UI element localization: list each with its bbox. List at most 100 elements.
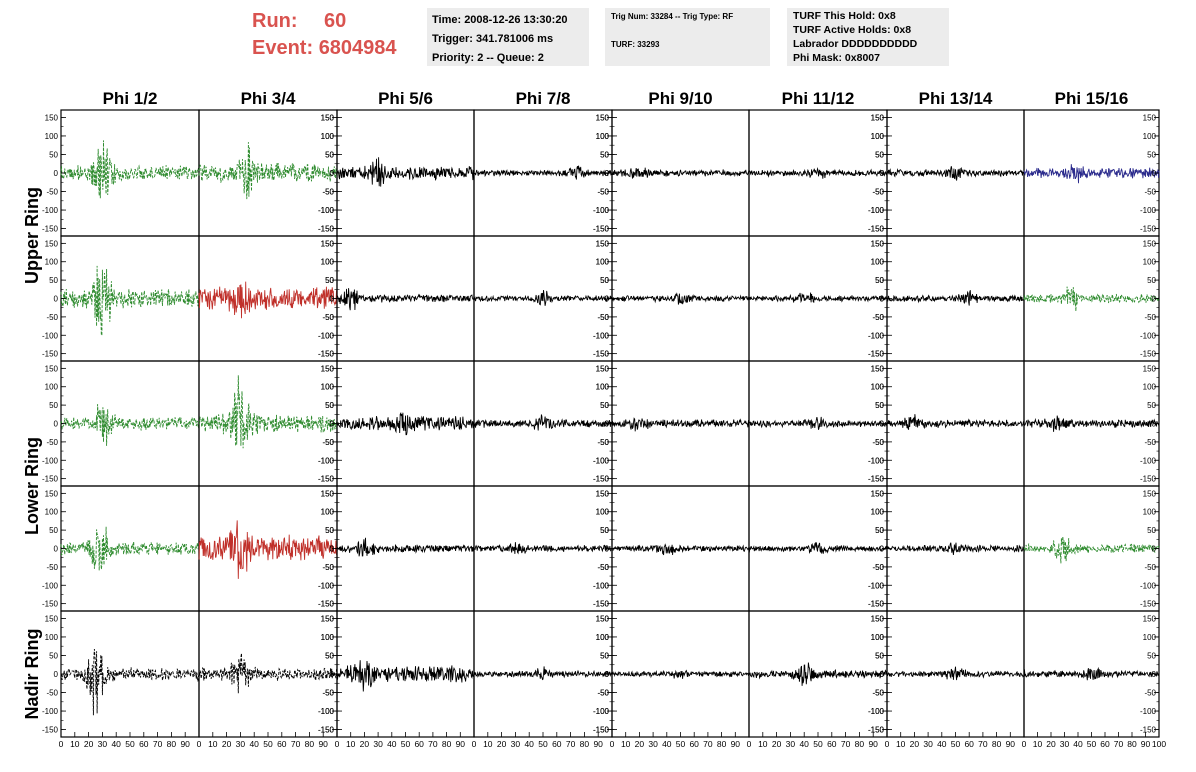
y-tick-label: 150 [871,614,885,623]
waveform-trace [336,157,474,187]
y-tick-label: 50 [325,651,334,660]
panel-frame [1023,235,1160,362]
y-tick-label: 150 [45,614,59,623]
column-header: Phi 15/16 [1055,89,1129,108]
x-tick-label: 30 [786,739,796,749]
y-tick-label: 100 [596,383,610,392]
y-tick-label: 50 [600,150,609,159]
row-label: Nadir Ring [22,628,42,719]
y-tick-label: 100 [321,383,335,392]
waveform-trace [336,660,475,692]
y-tick-label: 50 [600,401,609,410]
y-tick-label: 150 [596,239,610,248]
y-tick-label: 50 [600,651,609,660]
y-tick-label: -50 [597,689,609,698]
y-tick-label: 0 [330,295,335,304]
y-tick-label: -100 [42,456,59,465]
y-tick-label: -100 [593,331,610,340]
y-tick-label: -50 [322,563,334,572]
y-tick-label: 100 [871,508,885,517]
y-tick-label: 100 [596,258,610,267]
x-tick-label: 40 [387,739,397,749]
y-tick-label: -100 [42,707,59,716]
y-tick-label: -100 [1140,581,1157,590]
waveform-trace [611,543,750,556]
x-tick-label: 20 [222,739,232,749]
waveform-trace [473,666,613,681]
y-tick-label: 100 [871,508,885,517]
y-tick-label: -50 [1144,188,1156,197]
y-tick-label: 150 [1143,614,1157,623]
y-tick-label: 0 [330,420,335,429]
x-tick-label: 70 [153,739,163,749]
y-tick-label: 150 [871,113,885,122]
run-event-box: Run: 60 Event: 6804984 [252,8,422,64]
y-tick-label: 50 [875,651,884,660]
y-tick-label: 150 [45,239,59,248]
y-tick-label: -50 [1144,563,1156,572]
y-tick-label: 150 [871,113,885,122]
waveform-trace [611,417,750,432]
y-tick-label: -150 [593,600,610,609]
y-tick-label: 150 [321,239,335,248]
y-tick-label: 100 [596,132,610,141]
y-tick-label: -100 [318,581,335,590]
panel-frame [60,485,200,612]
waveform-trace [198,142,338,200]
y-tick-label: 50 [875,276,884,285]
y-tick-label: -100 [1140,206,1157,215]
y-tick-label: -50 [597,438,609,447]
x-tick-label: 90 [593,739,603,749]
x-tick-label: 60 [827,739,837,749]
y-tick-label: 50 [325,401,334,410]
trig-num-text: Trig Num: 33284 -- Trig Type: RF [611,12,734,21]
x-tick-label: 40 [524,739,534,749]
y-tick-label: 150 [1143,489,1157,498]
x-tick-label: 10 [1033,739,1043,749]
waveform-trace [886,414,1025,430]
event-value: 6804984 [318,37,397,59]
y-tick-label: -100 [868,206,885,215]
x-tick-label: 0 [59,739,64,749]
y-tick-label: -150 [318,726,335,735]
y-tick-label: -50 [597,313,609,322]
y-tick-label: -150 [42,600,59,609]
y-tick-label: 150 [321,489,335,498]
y-tick-label: 0 [605,670,610,679]
y-tick-label: 0 [330,169,335,178]
x-tick-label: 30 [511,739,521,749]
y-tick-label: 100 [321,633,335,642]
y-tick-label: 50 [600,526,609,535]
y-tick-label: 50 [49,276,58,285]
y-tick-label: 150 [1143,239,1157,248]
x-tick-label: 40 [1073,739,1083,749]
y-tick-label: -50 [872,689,884,698]
y-tick-label: 50 [1147,276,1156,285]
y-tick-label: -100 [868,707,885,716]
y-tick-label: -150 [593,350,610,359]
waveform-trace [1023,415,1160,432]
y-tick-label: 0 [330,295,335,304]
x-tick-label: 80 [167,739,177,749]
turf-active-holds-text: TURF Active Holds: 0x8 [793,24,912,36]
y-tick-label: -100 [868,331,885,340]
column-header: Phi 3/4 [241,89,296,108]
y-tick-label: 100 [321,132,335,141]
y-tick-label: -150 [318,475,335,484]
waveform-trace [336,288,475,311]
y-tick-label: 100 [1143,383,1157,392]
x-tick-label: 10 [621,739,631,749]
y-tick-label: -50 [46,689,58,698]
y-tick-label: 0 [330,545,335,554]
x-tick-label: 10 [346,739,356,749]
y-tick-label: 100 [871,633,885,642]
waveform-trace [886,666,1025,681]
column-header: Phi 7/8 [516,89,571,108]
x-tick-label: 60 [139,739,149,749]
y-tick-label: -150 [868,600,885,609]
y-tick-label: -50 [872,313,884,322]
y-tick-label: -50 [46,313,58,322]
y-tick-label: 100 [871,258,885,267]
y-tick-label: -150 [593,726,610,735]
x-tick-label: 60 [414,739,424,749]
